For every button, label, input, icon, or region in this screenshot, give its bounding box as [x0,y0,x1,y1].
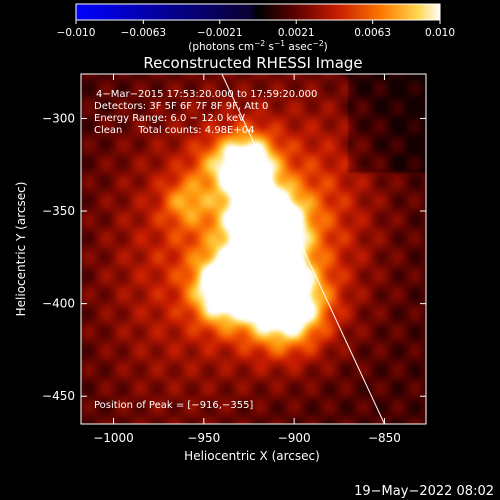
x-tick-label: −950 [187,431,220,445]
colorbar-tick-label: −0.010 [57,27,96,39]
y-tick-label: −350 [42,204,75,218]
y-tick-label: −450 [42,389,75,403]
peak-position-label: Position of Peak = [−916,−355] [94,400,253,411]
x-axis-label: Heliocentric X (arcsec) [184,449,320,463]
y-tick-label: −300 [42,111,75,125]
colorbar-tick-labels: −0.010 −0.0063 −0.0021 0.0021 0.0063 0.010 [57,27,455,39]
y-tick-labels: −300 −350 −400 −450 [42,111,75,403]
generation-timestamp: 19−May−2022 08:02 [354,484,494,499]
colorbar-tick-label: 0.0063 [354,27,391,39]
x-tick-label: −900 [278,431,311,445]
colorbar-unit: (photons cm−2 s−1 asec−2) [188,39,327,53]
plot-frame [80,73,427,425]
colorbar-tick-label: 0.010 [425,27,455,39]
colorbar [75,3,441,21]
annotation-detectors: Detectors: 3F 5F 6F 7F 8F 9F, Att 0 [94,101,268,112]
axis-ticks [81,74,426,424]
annotation-time: 4−Mar−2015 17:53:20.000 to 17:59:20.000 [96,89,317,100]
annotation-energy: Energy Range: 6.0 − 12.0 keV [94,113,245,124]
x-tick-label: −850 [368,431,401,445]
colorbar-tick-label: −0.0021 [197,27,243,39]
x-tick-label: −1000 [93,431,134,445]
y-axis-label: Heliocentric Y (arcsec) [14,182,28,317]
annotation-counts: Clean Total counts: 4.98E+04 [94,125,254,136]
y-tick-label: −400 [42,297,75,311]
heatmap-image [81,74,426,424]
x-tick-labels: −1000 −950 −900 −850 [93,431,401,445]
solar-limb-line [221,74,385,424]
colorbar-tick-label: 0.0021 [278,27,315,39]
colorbar-tick-label: −0.0063 [121,27,167,39]
chart-title: Reconstructed RHESSI Image [143,54,362,72]
colorbar-ticks [75,20,441,24]
